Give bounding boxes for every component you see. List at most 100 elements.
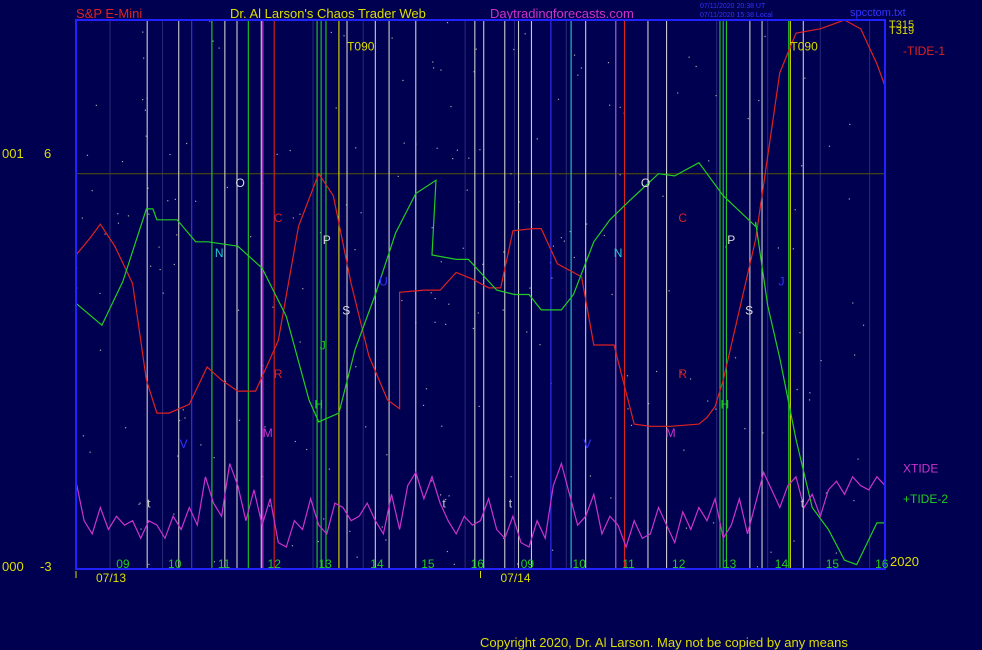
background-dot [432,67,435,69]
background-dot [354,249,356,251]
axis-labels: 001 6 000 -3 2020 09 10 11 12 13 14 15 16 09 10 11… [2,146,919,585]
background-dot [125,427,127,429]
background-dot [536,138,538,140]
annotation-7: S [342,303,350,317]
background-dot [744,428,746,430]
hour-label-12: 13 [723,557,737,571]
background-dot [182,409,184,411]
annotation-3: C [274,211,283,225]
annotation-6: U [379,275,388,289]
background-dot [478,405,480,408]
symbol-title: S&P E-Mini [76,6,142,21]
background-dot [503,251,505,253]
annotation-22: H [720,398,729,412]
planet-annotations: T090 T090 O C N P U S J R H V Mt t t O C N P S R H V Mt J [147,40,818,511]
background-dot [808,399,811,401]
annotation-23: V [583,437,591,451]
background-dot [448,303,450,305]
data-file-name: spcctom.txt [850,7,906,19]
annotation-21: R [678,367,687,381]
background-dot [560,237,562,239]
background-dot [385,539,387,541]
annotation-14: t [442,497,446,511]
background-dot [445,323,447,325]
background-dot [516,563,519,565]
annotation-8: J [320,338,326,352]
background-dot [835,552,837,554]
background-dot [695,65,697,68]
background-dot [479,149,481,151]
y-label-bottom-left: 000 [2,559,24,574]
background-dot [173,513,175,515]
background-dot [402,79,404,82]
background-dot [445,498,447,501]
hour-label-4: 13 [318,557,332,571]
background-dot [563,240,565,242]
annotation-2: O [236,176,245,190]
background-dot [335,107,337,109]
background-dot [475,48,477,50]
background-dot [792,248,794,250]
background-dot [482,263,484,265]
hour-label-13: 14 [775,557,789,571]
background-dot [276,153,278,156]
background-dot [472,327,474,330]
site-link[interactable]: Daytradingforecasts.com [490,6,634,21]
annotation-5: P [323,233,331,247]
background-dot [796,388,798,391]
annotation-25: t [801,497,805,511]
background-dot [356,556,358,558]
background-dot [852,302,854,304]
background-dot [436,147,438,149]
background-dot [689,378,692,380]
background-dot [820,359,822,362]
timestamp-utc: 07/11/2020 20:38 UT [700,3,766,10]
background-dot [349,530,351,532]
background-dot [502,309,504,311]
background-dot [849,123,851,126]
y-label-top: 6 [44,146,51,161]
background-dot [330,31,332,34]
background-dot [619,106,621,108]
background-dot [213,561,216,563]
background-dot [355,147,357,149]
hour-label-3: 12 [268,557,282,571]
background-dot [439,494,442,496]
background-dot [452,157,454,160]
background-dot [431,227,433,229]
background-dot [143,57,145,59]
background-dot [178,419,181,422]
background-dot [589,475,592,477]
background-dot [680,371,682,373]
series-tide-1 [75,19,886,427]
background-dot [218,47,220,49]
background-dot [848,198,850,200]
background-dot [626,375,629,377]
background-dot [610,497,612,499]
background-dot [306,448,308,451]
annotation-17: C [678,211,687,225]
background-dot [529,287,531,289]
background-dot [607,62,610,64]
background-dot [186,142,188,145]
hour-label-7: 16 [471,557,485,571]
annotation-10: H [314,398,323,412]
tide-series [75,19,886,566]
background-dot [167,200,169,202]
background-dot [212,40,214,42]
grid-layer [76,20,885,569]
background-dot [466,189,468,191]
background-dot [648,403,650,405]
background-dot [323,518,325,520]
hour-label-15: 16 [875,557,889,571]
plot-border [75,19,886,570]
background-dot [450,105,452,108]
background-dot [853,499,855,502]
hour-label-1: 10 [168,557,182,571]
chart-header: S&P E-Mini Dr. Al Larson's Chaos Trader … [76,3,906,21]
background-dot [630,424,633,426]
background-dot [510,173,512,175]
background-dot [148,563,150,566]
background-dot [432,61,434,63]
